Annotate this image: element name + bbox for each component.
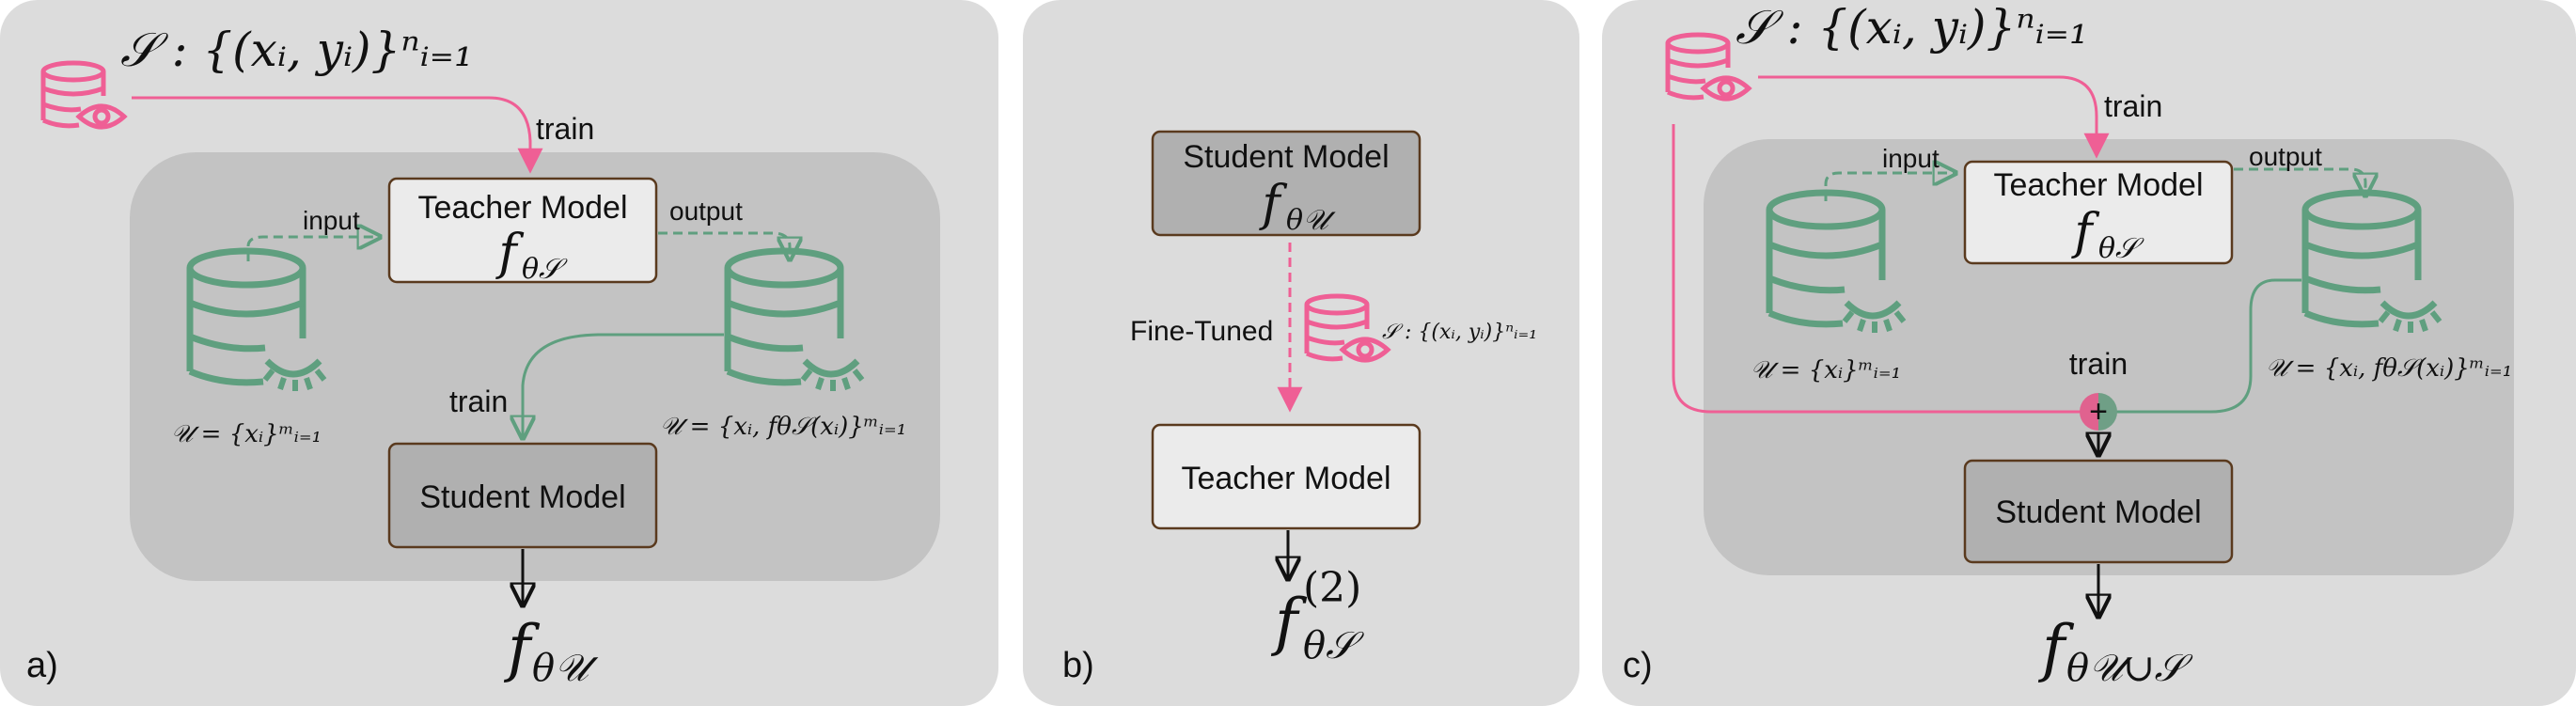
c-input-arrow — [1824, 173, 1956, 201]
panel-c: 𝒮 : {(xᵢ, yᵢ)}ⁿᵢ₌₁ train Teacher Model f… — [1602, 0, 2576, 706]
b-teacher-model-box — [1151, 423, 1422, 530]
c-output-label: output — [2249, 142, 2322, 171]
c-train-label-mid: train — [2069, 347, 2128, 381]
fine-tuned-label: Fine-Tuned — [1130, 316, 1273, 347]
panel-b: Student Model f θ𝒰 Fine-Tuned 𝒮 : {(xᵢ, … — [1023, 0, 1579, 706]
output-arrow — [658, 231, 790, 259]
c-student-model-box — [1963, 459, 2234, 564]
c-teacher-model-param-sub: θ𝒮 — [2098, 232, 2144, 265]
c-unlabeled-dataset-label: 𝒰 = {xᵢ}ᵐᵢ₌₁ — [1751, 356, 1901, 384]
panel-a: 𝒮 : {(xᵢ, yᵢ)}ⁿᵢ₌₁ train Teacher Model f… — [0, 0, 998, 706]
train-label-top: train — [536, 112, 594, 146]
unlabeled-dataset-label: 𝒰 = {xᵢ}ᵐᵢ₌₁ — [171, 420, 322, 448]
b-result-param-sup: (2) — [1303, 564, 1361, 612]
train-arrow-teacher — [132, 96, 543, 174]
c-merge-plus: + — [2089, 394, 2108, 430]
c-merge-node-green — [2098, 393, 2117, 431]
c-input-label: input — [1882, 144, 1940, 173]
c-labeled-to-merge-line — [1672, 124, 2083, 414]
input-arrow — [246, 237, 380, 261]
panel-a-letter: a) — [26, 646, 58, 685]
c-pseudo-labeled-dataset-label: 𝒰 = {xᵢ, fθ𝒮(xᵢ)}ᵐᵢ₌₁ — [2266, 354, 2512, 383]
c-result-param-sub: θ𝒰∪𝒮 — [2066, 647, 2193, 690]
b-student-model-box — [1151, 130, 1422, 237]
c-train-arrow-teacher — [1758, 75, 2110, 159]
labeled-dataset-label: 𝒮 : {(xᵢ, yᵢ)}ⁿᵢ₌₁ — [120, 23, 473, 77]
c-output-arrow — [2234, 167, 2365, 196]
c-student-model-title: Student Model — [1995, 494, 2201, 530]
c-train-label-top: train — [2104, 89, 2162, 123]
output-label: output — [669, 196, 743, 226]
train-arrow-student — [523, 333, 724, 438]
input-label: input — [303, 206, 360, 235]
teacher-model-param-sub: θ𝒮 — [522, 253, 568, 286]
b-teacher-model-title: Teacher Model — [1181, 461, 1390, 496]
c-teacher-model-box — [1963, 160, 2234, 265]
c-labeled-dataset-label: 𝒮 : {(xᵢ, yᵢ)}ⁿᵢ₌₁ — [1736, 0, 2088, 55]
b-student-model-title: Student Model — [1183, 139, 1389, 175]
c-teacher-model-title: Teacher Model — [1993, 167, 2203, 203]
pseudo-labeled-dataset-label: 𝒰 = {xᵢ, fθ𝒮(xᵢ)}ᵐᵢ₌₁ — [660, 413, 906, 441]
b-labeled-dataset-label: 𝒮 : {(xᵢ, yᵢ)}ⁿᵢ₌₁ — [1382, 321, 1537, 344]
result-param-sub: θ𝒰 — [532, 647, 599, 690]
student-model-title: Student Model — [419, 479, 625, 515]
train-label-bottom: train — [449, 384, 508, 418]
panel-b-letter: b) — [1062, 646, 1094, 685]
teacher-model-box — [387, 177, 658, 284]
student-model-box — [387, 442, 658, 549]
b-result-param-sub: θ𝒮 — [1303, 624, 1364, 667]
panel-c-letter: c) — [1623, 646, 1653, 685]
b-student-model-param-sub: θ𝒰 — [1286, 204, 1336, 237]
teacher-model-title: Teacher Model — [417, 190, 627, 226]
panel-b-background — [1023, 0, 1579, 706]
c-pseudo-to-merge-line — [2113, 278, 2301, 414]
c-merge-node-pink — [2080, 393, 2098, 431]
